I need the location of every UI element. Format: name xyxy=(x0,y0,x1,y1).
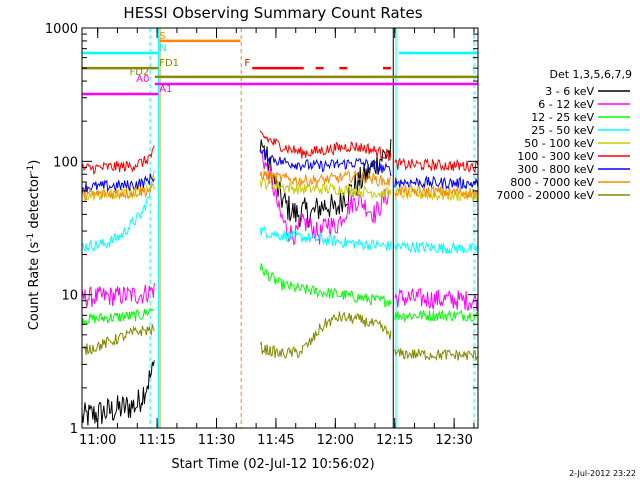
series-2-after xyxy=(259,263,392,308)
series-0-before xyxy=(82,360,155,426)
legend-label-8: 7000 - 20000 keV xyxy=(496,189,594,202)
flag-label-a0: A0 xyxy=(136,74,149,85)
series-5-after xyxy=(259,130,392,162)
y-tick-label-2: 100 xyxy=(53,155,78,170)
series-7-after xyxy=(259,170,392,187)
x-tick-label-1: 11:15 xyxy=(138,433,175,448)
y-axis-label-sup1: -1 xyxy=(26,233,36,242)
series-1-post xyxy=(394,287,478,312)
y-axis-label: Count Rate (s-1 detector-1) xyxy=(26,160,42,331)
timestamp: 2-Jul-2012 23:22 xyxy=(569,469,636,478)
legend-label-1: 6 - 12 keV xyxy=(538,98,594,111)
chart-title: HESSI Observing Summary Count Rates xyxy=(123,4,422,22)
series-1-before xyxy=(82,282,155,308)
series-4-after xyxy=(259,176,392,200)
y-tick-label-3: 1000 xyxy=(45,22,78,37)
series-7-post xyxy=(394,185,478,201)
series-0-after xyxy=(259,139,392,228)
y-tick-label-0: 1 xyxy=(70,422,78,437)
flag-label-n: N xyxy=(159,43,166,54)
x-tick-label-3: 11:45 xyxy=(257,433,294,448)
series-1-after xyxy=(259,149,392,246)
series-6-before xyxy=(82,173,155,193)
x-tick-label-2: 11:30 xyxy=(198,433,235,448)
legend-label-4: 50 - 100 keV xyxy=(524,137,594,150)
series-8-before xyxy=(82,324,155,355)
flag-label-s: S xyxy=(159,31,165,42)
legend-header: Det 1,3,5,6,7,9 xyxy=(549,68,632,81)
legend-label-5: 100 - 300 keV xyxy=(517,150,594,163)
series-3-post xyxy=(394,241,478,255)
x-tick-label-4: 12:00 xyxy=(317,433,354,448)
flag-label-fd2: FD2 xyxy=(129,67,149,78)
flag-label-f: F xyxy=(244,58,250,69)
series-2-before xyxy=(82,308,155,326)
series-5-before xyxy=(82,145,155,176)
y-tick-label-1: 10 xyxy=(61,289,78,304)
legend-label-7: 800 - 7000 keV xyxy=(510,176,594,189)
plot-frame xyxy=(81,27,479,429)
x-tick-label-5: 12:15 xyxy=(376,433,413,448)
flag-label-fd1: FD1 xyxy=(159,58,179,69)
x-tick-label-6: 12:30 xyxy=(435,433,472,448)
series-6-post xyxy=(394,175,478,190)
y-axis-label-sup2: -1 xyxy=(26,165,36,174)
series-7-before xyxy=(82,182,155,203)
legend-label-3: 25 - 50 keV xyxy=(531,124,594,137)
y-axis-label-mid: detector xyxy=(27,173,42,233)
legend-label-0: 3 - 6 keV xyxy=(545,85,594,98)
x-tick-label-0: 11:00 xyxy=(79,433,116,448)
series-2-post xyxy=(394,309,478,323)
series-6-after xyxy=(259,149,392,177)
plot-data-layer xyxy=(82,28,478,428)
series-8-after xyxy=(259,311,392,359)
legend-label-6: 300 - 800 keV xyxy=(517,163,594,176)
legend-label-2: 12 - 25 keV xyxy=(531,111,594,124)
y-axis-label-end: ) xyxy=(27,160,42,165)
series-8-post xyxy=(394,348,478,362)
y-axis-label-main: Count Rate (s xyxy=(27,242,42,331)
x-axis-label: Start Time (02-Jul-12 10:56:02) xyxy=(171,457,374,472)
series-3-after xyxy=(259,225,392,252)
series-5-post xyxy=(394,157,478,174)
series-3-before xyxy=(82,170,155,253)
flag-label-a1: A1 xyxy=(159,84,172,95)
